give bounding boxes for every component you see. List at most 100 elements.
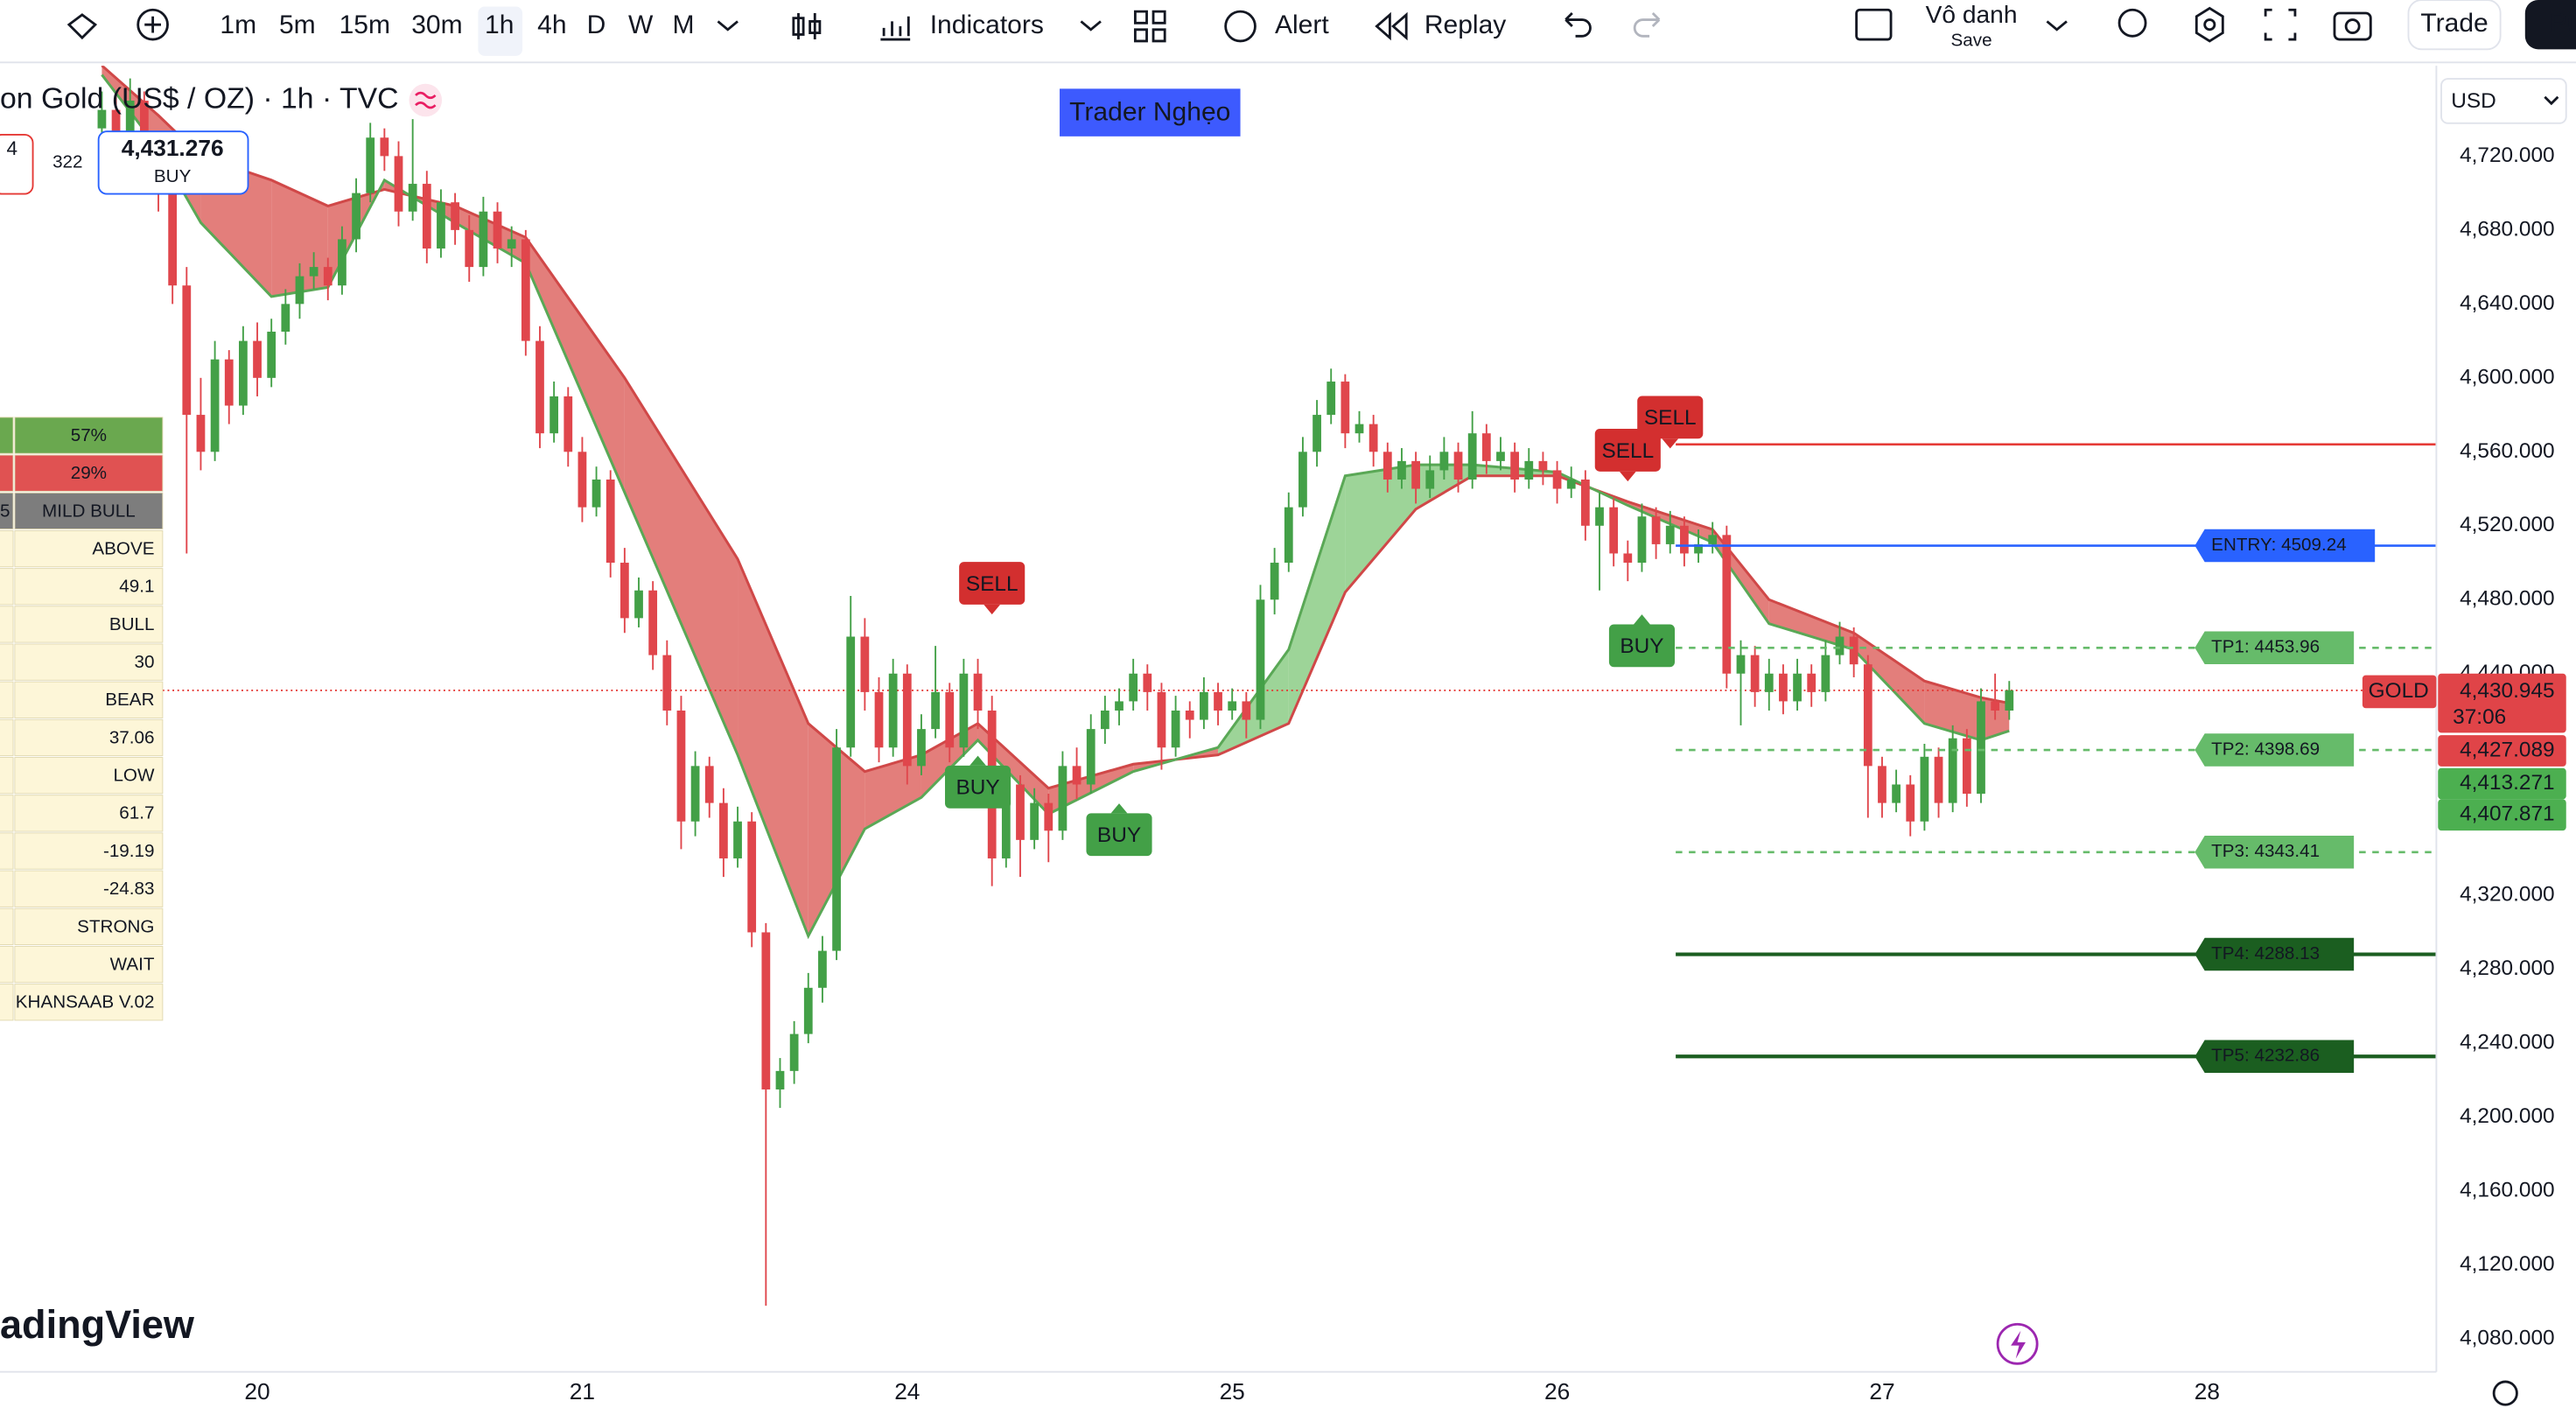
- lightning-bolt: [2011, 1330, 2026, 1359]
- settings-icon[interactable]: [2194, 6, 2224, 43]
- candle-body: [676, 710, 686, 822]
- candle-body: [1552, 470, 1562, 489]
- candle-body: [1934, 756, 1943, 803]
- templates[interactable]: [1133, 10, 1166, 43]
- candle-body: [1793, 673, 1802, 702]
- interval[interactable]: 30m: [411, 11, 462, 39]
- favorites-icon[interactable]: [66, 13, 98, 40]
- candle-body: [1977, 701, 1985, 795]
- trade-label[interactable]: Trade: [2420, 9, 2488, 38]
- watermark: Trader Nghẹo: [1069, 97, 1230, 126]
- y-tick-label: 4,200.000: [2460, 1104, 2555, 1128]
- alert-label[interactable]: Alert: [1275, 11, 1329, 39]
- candle-body: [1651, 516, 1661, 544]
- table-text: 30: [135, 652, 155, 672]
- table-cell: [14, 606, 164, 643]
- level-label: TP2: 4398.69: [2211, 739, 2320, 759]
- side[interactable]: BUY: [154, 166, 192, 186]
- candle-body: [1863, 664, 1872, 767]
- interval[interactable]: M: [673, 11, 695, 39]
- search-icon[interactable]: [2118, 8, 2147, 38]
- candle-body: [1312, 415, 1321, 452]
- symbol-title: on Gold (US$ / OZ) · 1h · TVC: [0, 81, 399, 115]
- signal-label: BUY: [1620, 634, 1663, 658]
- x-tick-label: 20: [244, 1378, 270, 1404]
- signal-pointer: [1619, 471, 1636, 482]
- x-tick-label: 25: [1220, 1378, 1245, 1404]
- table-text: 61.7: [119, 803, 154, 823]
- table-cell: [14, 870, 164, 907]
- candle-body: [832, 747, 841, 951]
- table-side-cell: [0, 606, 14, 643]
- replay-icon[interactable]: [1375, 11, 1408, 41]
- chart-type[interactable]: [792, 13, 822, 40]
- candle-body: [1948, 738, 1957, 803]
- candle-body: [479, 211, 488, 268]
- interval[interactable]: D: [587, 11, 606, 39]
- candle-body: [1892, 784, 1900, 803]
- candle-body: [1566, 479, 1576, 489]
- fullscreen[interactable]: [2264, 8, 2297, 41]
- interval[interactable]: 5m: [279, 11, 316, 39]
- layout-icon[interactable]: [1855, 8, 1893, 41]
- replay-label[interactable]: Replay: [1424, 11, 1506, 39]
- candle-body: [1609, 507, 1619, 554]
- chevrons[interactable]: [717, 20, 2068, 32]
- table-side-cell: [0, 832, 14, 870]
- publish-button[interactable]: [2524, 0, 2576, 50]
- table-text: MILD BULL: [42, 501, 136, 521]
- table-cell: [14, 945, 164, 984]
- axis-settings[interactable]: [2492, 1380, 2518, 1406]
- indicators-icon[interactable]: [880, 16, 911, 41]
- currency-select[interactable]: [2440, 78, 2567, 124]
- price-tag-label: 4,407.871: [2460, 802, 2555, 826]
- table-side-cell: [0, 870, 14, 907]
- table-cell: [14, 832, 164, 870]
- candle-body: [1368, 424, 1378, 452]
- table-text: BEAR: [105, 690, 154, 710]
- candle-body: [747, 821, 757, 933]
- add-symbol[interactable]: [136, 8, 169, 41]
- trade-button[interactable]: [2407, 0, 2502, 51]
- candle-body: [550, 396, 559, 434]
- table-side-cell: [0, 718, 14, 757]
- y-tick-label: 4,160.000: [2460, 1179, 2555, 1202]
- candle-body: [1001, 784, 1011, 858]
- candle-body: [803, 987, 813, 1034]
- price-box[interactable]: [97, 130, 249, 195]
- candle-body: [352, 193, 360, 240]
- candle-body: [536, 340, 544, 434]
- interval[interactable]: 4h: [537, 11, 566, 39]
- candle-body: [493, 211, 502, 249]
- currency[interactable]: USD: [2451, 89, 2496, 113]
- candle-body: [592, 479, 601, 508]
- save-label[interactable]: Save: [1951, 30, 1992, 50]
- candle-body: [1242, 701, 1251, 720]
- interval[interactable]: 1h: [485, 11, 514, 39]
- status-waves: [415, 91, 437, 109]
- candle-body: [818, 950, 827, 988]
- table-side-cell: [0, 417, 14, 454]
- redo[interactable]: [1633, 12, 1661, 38]
- layout-name[interactable]: Vô danh: [1926, 1, 2018, 28]
- candle-body: [1595, 507, 1604, 526]
- snapshot[interactable]: [2333, 11, 2372, 41]
- price[interactable]: 4,431.276: [122, 135, 224, 161]
- table-text: 37.06: [109, 727, 155, 747]
- candle-body: [1270, 563, 1279, 600]
- candle-body: [253, 340, 262, 378]
- candle-body: [719, 802, 728, 858]
- interval[interactable]: W: [628, 11, 654, 39]
- alert-icon[interactable]: [1224, 10, 1256, 43]
- table-text: BULL: [109, 614, 155, 634]
- undo[interactable]: [1564, 12, 1592, 38]
- indicators-label[interactable]: Indicators: [930, 11, 1044, 39]
- level-label: ENTRY: 4509.24: [2211, 535, 2347, 555]
- candle-body: [1722, 535, 1732, 674]
- interval[interactable]: 15m: [340, 11, 390, 39]
- publish-label[interactable]: Pu: [2550, 9, 2576, 38]
- candle-body: [1467, 433, 1477, 480]
- candle-body: [1115, 701, 1124, 711]
- interval[interactable]: 1m: [220, 11, 256, 39]
